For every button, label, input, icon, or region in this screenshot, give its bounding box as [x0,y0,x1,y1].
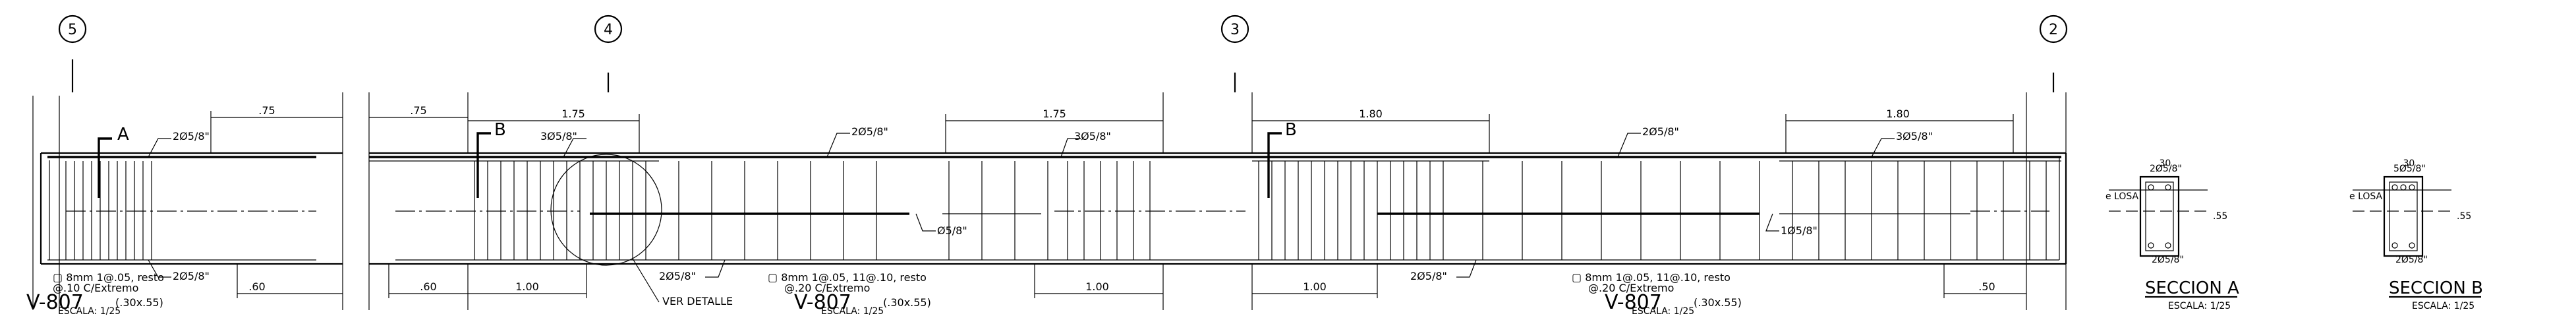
rebar-top-label: 2Ø5/8" [173,130,210,143]
section-bottom-bars: 2Ø5/8" [2152,255,2184,265]
rebar-bottom-label: 2Ø5/8" [1410,270,1447,282]
dim-top: .75 [258,104,275,117]
rebar-bottom-label: 2Ø5/8" [173,270,210,282]
beam-scale: ESCALA: 1/25 [1632,306,1694,315]
beam-size: (.30x.55) [115,296,163,309]
beam-size: (.30x.55) [883,296,931,309]
stirrups-line1: ▢ 8mm 1@.05, resto [53,271,164,284]
dim-top: 1.75 [561,108,585,120]
stirrups-line1: ▢ 8mm 1@.05, 11@.10, resto [768,271,927,284]
detail-callout: VER DETALLE [550,154,733,307]
detail-note: VER DETALLE [662,295,733,307]
rebar-top-label: 2Ø5/8" [851,125,888,138]
section-width: .30 [2400,158,2415,169]
dim-bottom: 1.00 [515,280,539,293]
slab-label: e LOSA [2349,191,2383,202]
rebar-labels: 2Ø5/8" 3Ø5/8" 2Ø5/8" 3Ø5/8" 2Ø5/8" 3Ø5/8… [148,125,1933,282]
section-scale: ESCALA: 1/25 [2412,301,2475,311]
beam-name: V-807 [26,291,84,314]
cut-label: B [494,120,506,140]
section-scale: ESCALA: 1/25 [2168,301,2231,311]
beam-outline [32,92,2067,310]
rebar-top-label: 3Ø5/8" [540,130,577,143]
stirrups-line2: @.10 C/Extremo [53,282,138,294]
rebar-top-label: 3Ø5/8" [1074,130,1111,143]
section-top-bars: 2Ø5/8" [2150,164,2182,174]
axis-marker-4: 4 [594,15,623,92]
stirrups-line2: @.20 C/Extremo [784,282,870,294]
section-B: e LOSA 5Ø5/8" 2Ø5/8" .30 .55 SECCION B E… [2349,158,2483,311]
dim-top: .75 [410,104,426,117]
section-title: SECCION A [2145,278,2239,298]
longitudinal-bars [47,156,2061,261]
beam-title-2: ▢ 8mm 1@.05, 11@.10, resto @.20 C/Extrem… [768,271,931,317]
dim-bottom: 1.00 [1085,280,1109,293]
section-A: e LOSA 2Ø5/8" 2Ø5/8" .30 .55 SECCION A E… [2105,158,2239,311]
cut-mark-A: A [98,125,129,198]
stirrup-zone-span1 [474,161,1151,260]
section-width: .30 [2156,158,2171,169]
cut-label: A [117,125,129,144]
bottom-dimensions: .60 .60 1.00 1.00 1.00 .50 [237,264,2026,298]
section-bottom-bars: 2Ø5/8" [2395,255,2428,265]
rebar-top-label: 3Ø5/8" [1896,130,1933,143]
cut-mark-B-2: B [1267,120,1297,198]
cut-label: B [1285,120,1297,140]
stirrups-line2: @.20 C/Extremo [1588,282,1674,294]
stirrups-line1: ▢ 8mm 1@.05, 11@.10, resto [1572,271,1731,284]
beam-scale: ESCALA: 1/25 [58,306,121,315]
axis-label: 5 [68,22,77,38]
axis-label: 4 [604,22,613,38]
dim-bottom: .60 [248,280,265,293]
beam-title-1: ▢ 8mm 1@.05, resto @.10 C/Extremo V-807 … [26,271,164,317]
slab-label: e LOSA [2105,191,2139,202]
cut-mark-B-1: B [476,120,506,198]
stirrup-zone-span2 [1258,161,2047,260]
dim-bottom: .50 [1978,280,1995,293]
axis-label: 2 [2049,22,2058,38]
top-dimensions: .75 .75 1.75 1.75 1.80 1.80 [210,104,2014,153]
axis-marker-3: 3 [1220,15,1249,92]
dim-top: 1.80 [1359,108,1383,120]
rebar-bottom-label: 1Ø5/8" [1781,224,1818,237]
beam-name: V-807 [1605,291,1662,314]
beam-title-3: ▢ 8mm 1@.05, 11@.10, resto @.20 C/Extrem… [1572,271,1742,317]
dim-bottom: .60 [420,280,436,293]
beam-size: (.30x.55) [1694,296,1742,309]
rebar-top-label: 2Ø5/8" [1642,125,1679,138]
axis-marker-5: 5 [58,15,87,92]
stirrup-zone-left [65,161,152,260]
section-height: .55 [2213,211,2227,222]
dim-top: 1.75 [1043,108,1066,120]
section-height: .55 [2457,211,2471,222]
section-title: SECCION B [2389,278,2483,298]
rebar-bottom-label: Ø5/8" [937,224,967,237]
section-top-bars: 5Ø5/8" [2393,164,2426,174]
beam-scale: ESCALA: 1/25 [821,306,884,315]
dim-top: 1.80 [1886,108,1910,120]
rebar-bottom-label: 2Ø5/8" [659,270,696,282]
dim-bottom: 1.00 [1303,280,1327,293]
beam-name: V-807 [794,291,851,314]
axis-label: 3 [1230,22,1240,38]
axis-marker-2: 2 [2039,15,2068,92]
